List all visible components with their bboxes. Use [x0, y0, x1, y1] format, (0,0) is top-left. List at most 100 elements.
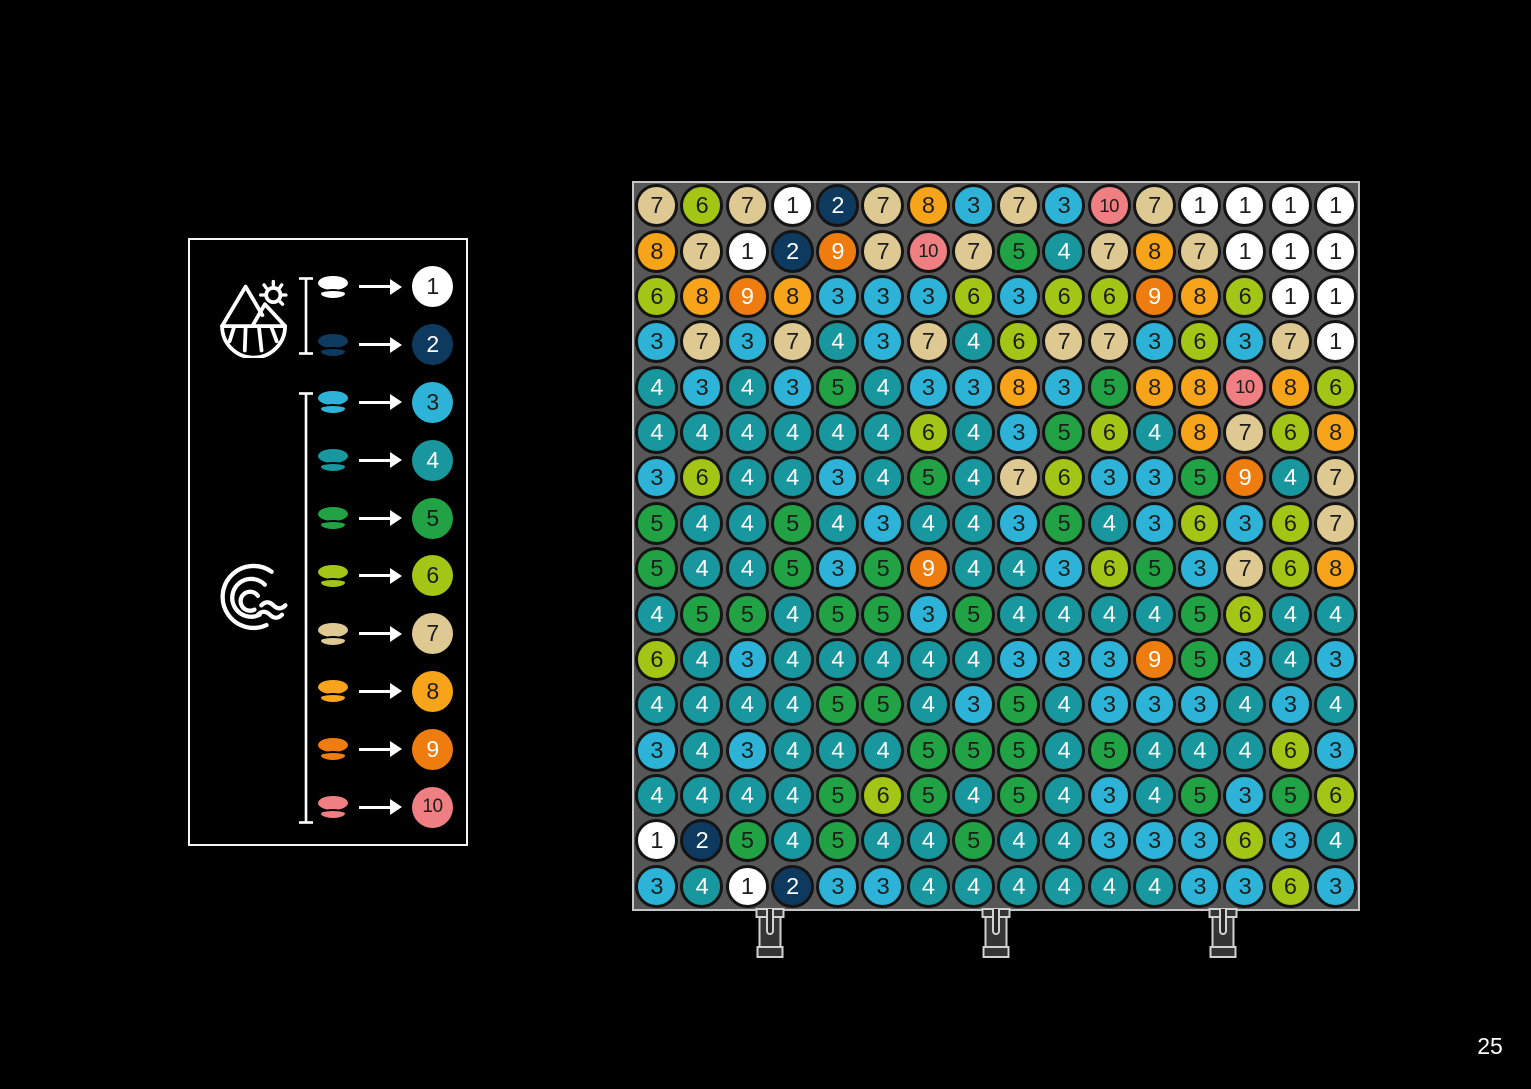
board-cell: 5 — [1041, 501, 1086, 546]
board-cell: 4 — [725, 682, 770, 727]
mosaic-tile: 4 — [1223, 728, 1267, 772]
mosaic-tile: 3 — [1268, 819, 1312, 863]
board-cell: 3 — [860, 864, 905, 909]
legend-entry: 3 — [190, 374, 466, 432]
mosaic-tile: 6 — [906, 411, 950, 455]
mosaic-tile: 5 — [816, 592, 860, 636]
mosaic-tile: 4 — [816, 320, 860, 364]
board-cell: 4 — [815, 410, 860, 455]
arrow-right-icon — [358, 683, 402, 700]
board-cell: 6 — [1041, 274, 1086, 319]
board-cell: 1 — [770, 183, 815, 228]
legend-entry: 9 — [190, 720, 466, 778]
board-cell: 4 — [770, 591, 815, 636]
board-cell: 5 — [906, 728, 951, 773]
mosaic-tile: 2 — [770, 864, 814, 908]
board-cell: 10 — [906, 228, 951, 273]
mosaic-tile: 5 — [635, 501, 679, 545]
mosaic-tile: 8 — [1178, 274, 1222, 318]
board-cell: 3 — [906, 274, 951, 319]
legend-panel: 1 2 3 4 5 6 7 8 9 10 — [188, 238, 468, 846]
mosaic-tile: 5 — [1178, 456, 1222, 500]
mosaic-tile: 5 — [951, 728, 995, 772]
board-cell: 5 — [725, 818, 770, 863]
board-cell: 7 — [679, 319, 724, 364]
mosaic-tile: 6 — [680, 184, 724, 228]
mosaic-tile: 4 — [951, 411, 995, 455]
mosaic-tile: 7 — [635, 184, 679, 228]
mosaic-tile: 4 — [680, 683, 724, 727]
board-cell: 5 — [1268, 773, 1313, 818]
mosaic-tile: 4 — [770, 592, 814, 636]
board-cell: 8 — [1177, 365, 1222, 410]
board-cell: 6 — [1041, 455, 1086, 500]
board-cell: 3 — [906, 365, 951, 410]
board-cell: 1 — [1268, 183, 1313, 228]
mosaic-tile: 3 — [1178, 683, 1222, 727]
board-cell: 1 — [1313, 228, 1358, 273]
board-cell: 4 — [951, 637, 996, 682]
board-cell: 5 — [906, 773, 951, 818]
board-cell: 6 — [1268, 728, 1313, 773]
board-cell: 4 — [951, 501, 996, 546]
board-cell: 4 — [1087, 591, 1132, 636]
board-cell: 6 — [634, 637, 679, 682]
mosaic-tile: 3 — [1087, 819, 1131, 863]
board-cell: 3 — [1268, 682, 1313, 727]
mosaic-tile: 2 — [816, 184, 860, 228]
board-cell: 4 — [725, 501, 770, 546]
mosaic-tile: 4 — [680, 637, 724, 681]
mosaic-tile: 10 — [906, 229, 950, 273]
board-cell: 4 — [1041, 773, 1086, 818]
board-cell: 4 — [679, 410, 724, 455]
mosaic-tile: 6 — [1268, 728, 1312, 772]
board-cell: 4 — [1132, 864, 1177, 909]
board-cell: 7 — [1087, 319, 1132, 364]
mosaic-tile: 6 — [1268, 411, 1312, 455]
mosaic-tile: 4 — [770, 456, 814, 500]
board-cell: 6 — [1222, 274, 1267, 319]
mosaic-tile: 9 — [816, 229, 860, 273]
board-cell: 5 — [860, 682, 905, 727]
mosaic-tile: 1 — [1313, 320, 1357, 364]
board-cell: 4 — [1041, 864, 1086, 909]
mosaic-tile: 3 — [1313, 864, 1357, 908]
mosaic-tile: 3 — [906, 274, 950, 318]
board-cell: 6 — [951, 274, 996, 319]
board-cell: 4 — [770, 682, 815, 727]
board-cell: 5 — [634, 501, 679, 546]
mosaic-tile: 7 — [1087, 229, 1131, 273]
board-cell: 5 — [1087, 728, 1132, 773]
board-cell: 4 — [1222, 682, 1267, 727]
board-cell: 4 — [770, 773, 815, 818]
board-cell: 4 — [860, 637, 905, 682]
mosaic-tile: 4 — [725, 547, 769, 591]
board-cell: 3 — [815, 864, 860, 909]
board-cell: 4 — [860, 455, 905, 500]
board-cell: 1 — [1222, 228, 1267, 273]
board-cell: 7 — [725, 183, 770, 228]
board-cell: 3 — [1177, 546, 1222, 591]
mosaic-tile: 9 — [906, 547, 950, 591]
board-cell: 5 — [906, 455, 951, 500]
board-cell: 4 — [860, 410, 905, 455]
legend-number-tile: 6 — [412, 555, 453, 597]
board-cell: 2 — [770, 228, 815, 273]
mosaic-tile: 5 — [1132, 547, 1176, 591]
mosaic-tile: 5 — [816, 819, 860, 863]
mosaic-tile: 3 — [1042, 547, 1086, 591]
board-cell: 4 — [634, 365, 679, 410]
board-cell: 5 — [815, 773, 860, 818]
board-cell: 8 — [1132, 365, 1177, 410]
board-cell: 4 — [770, 728, 815, 773]
board-cell: 3 — [1132, 818, 1177, 863]
mosaic-tile: 4 — [770, 411, 814, 455]
mosaic-tile: 3 — [906, 592, 950, 636]
board-cell: 1 — [725, 228, 770, 273]
mosaic-tile: 6 — [1178, 501, 1222, 545]
mosaic-tile: 4 — [951, 774, 995, 818]
mosaic-tile: 8 — [997, 365, 1041, 409]
board-cell: 4 — [1041, 228, 1086, 273]
mosaic-tile: 6 — [1042, 274, 1086, 318]
mosaic-tile: 5 — [770, 501, 814, 545]
